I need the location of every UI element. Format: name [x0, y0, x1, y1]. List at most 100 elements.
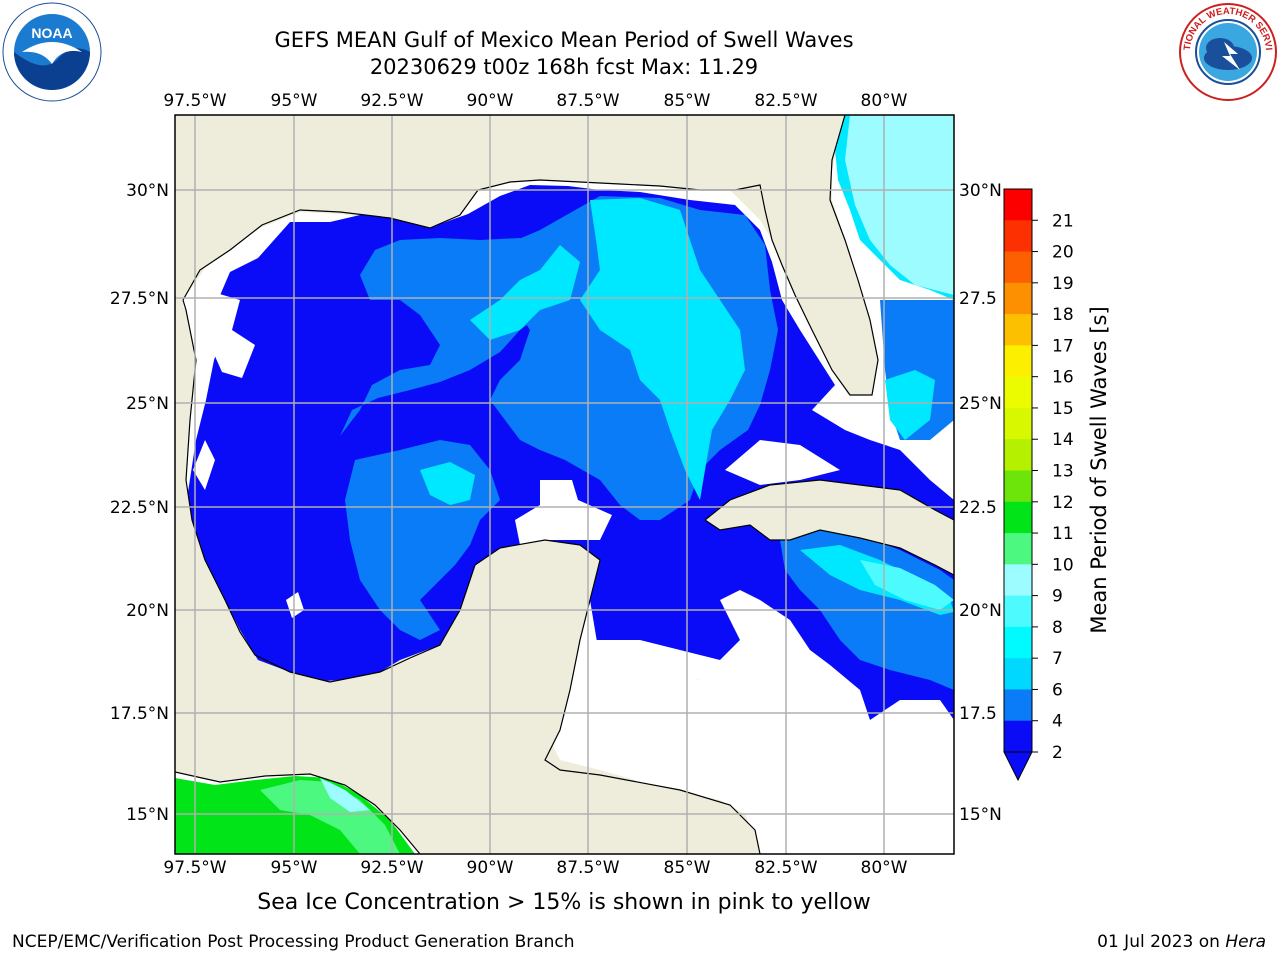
lon-label-top: 97.5°W — [163, 91, 226, 111]
footer-branch: NCEP/EMC/Verification Post Processing Pr… — [12, 932, 575, 952]
colorbar-swatch — [1004, 282, 1032, 315]
colorbar-swatch — [1004, 689, 1032, 722]
nws-logo: NATIONAL WEATHER SERVICE — [1178, 2, 1277, 101]
colorbar-tick-label: 18 — [1052, 305, 1074, 325]
lat-label-right: 22.5 — [959, 498, 997, 518]
colorbar-tick-label: 13 — [1052, 462, 1074, 482]
contour-6-7s-mid — [470, 245, 580, 340]
pacific-contour-8-9s — [320, 778, 370, 812]
colorbar-tick-label: 4 — [1052, 712, 1063, 732]
chart-subtitle: 20230629 t00z 168h fcst Max: 11.29 — [369, 55, 759, 79]
footer-date-text: 01 Jul 2023 on — [1097, 932, 1220, 952]
lat-label-left: 25°N — [126, 394, 169, 414]
sea-ice-note: Sea Ice Concentration > 15% is shown in … — [257, 890, 871, 915]
missing-patch-west — [206, 290, 255, 378]
caribbean-water — [640, 640, 954, 854]
contour-6-7s-south — [420, 462, 475, 505]
lat-label-right: 20°N — [959, 601, 1002, 621]
lat-label-right: 15°N — [959, 805, 1002, 825]
colorbar-swatch — [1004, 314, 1032, 346]
yucatan-peninsula — [175, 540, 760, 854]
colorbar: 2 4 6 7 8 9 10 11 12 13 14 15 16 17 18 19 20 21 — [1003, 188, 1074, 782]
noaa-logo-text: NOAA — [31, 25, 72, 41]
colorbar-tick-label: 15 — [1052, 399, 1074, 419]
colorbar-tick-label: 16 — [1052, 368, 1074, 388]
chart-title: GEFS MEAN Gulf of Mexico Mean Period of … — [274, 28, 854, 52]
lon-labels-top: 97.5°W 95°W 92.5°W 90°W 87.5°W 85°W 82.5°W 80°W — [163, 91, 907, 111]
lon-label-bottom: 85°W — [664, 858, 711, 878]
lon-label-bottom: 90°W — [467, 858, 514, 878]
colorbar-swatch — [1004, 501, 1032, 534]
contour-7-8s-atlantic — [845, 115, 954, 295]
colorbar-swatch — [1004, 251, 1032, 284]
colorbar-swatch — [1004, 626, 1032, 659]
lon-label-top: 82.5°W — [754, 91, 817, 111]
colorbar-tick-label: 14 — [1052, 430, 1074, 450]
colorbar-tick-label: 12 — [1052, 493, 1074, 513]
missing-patch-small — [286, 592, 304, 618]
colorbar-tick-label: 6 — [1052, 680, 1063, 700]
colorbar-swatch — [1004, 533, 1032, 565]
lon-label-bottom: 95°W — [271, 858, 318, 878]
lon-label-top: 90°W — [467, 91, 514, 111]
lat-label-right: 30°N — [959, 181, 1002, 201]
colorbar-tick-label: 9 — [1052, 587, 1063, 607]
lon-label-bottom: 87.5°W — [556, 858, 619, 878]
missing-patch-yucatan — [590, 640, 745, 700]
noaa-logo: NOAA — [2, 2, 102, 102]
pacific-contour-9-10s — [260, 780, 400, 854]
lat-label-left: 15°N — [126, 805, 169, 825]
colorbar-under-arrow — [1003, 751, 1033, 782]
colorbar-swatch — [1004, 189, 1032, 221]
colorbar-swatch — [1004, 407, 1032, 440]
colorbar-tick-label: 8 — [1052, 618, 1063, 638]
contour-6-7s-keys — [885, 370, 935, 440]
colorbar-label: Mean Period of Swell Waves [s] — [1087, 306, 1111, 633]
colorbar-swatch — [1004, 658, 1032, 690]
lat-label-right: 25°N — [959, 394, 1002, 414]
lon-label-top: 85°W — [664, 91, 711, 111]
colorbar-tick-label: 20 — [1052, 243, 1074, 263]
map-frame — [174, 114, 955, 855]
lat-label-right: 17.5 — [959, 704, 997, 724]
missing-patch-sw — [193, 440, 215, 490]
missing-patch-cuba-west — [725, 440, 840, 485]
lat-label-left: 30°N — [126, 181, 169, 201]
lat-labels-right: 30°N 27.5 25°N 22.5 20°N 17.5 15°N — [959, 181, 1002, 825]
colorbar-tick-label: 19 — [1052, 274, 1074, 294]
lat-label-left: 17.5°N — [110, 704, 169, 724]
colorbar-tick-label: 10 — [1052, 555, 1074, 575]
colorbar-swatch — [1004, 220, 1032, 253]
colorbar-tick-label: 7 — [1052, 649, 1063, 669]
colorbar-tick-label: 11 — [1052, 524, 1074, 544]
lon-label-top: 95°W — [271, 91, 318, 111]
lat-label-left: 27.5°N — [110, 289, 169, 309]
colorbar-tick-label: 21 — [1052, 211, 1074, 231]
lon-labels-bottom: 97.5°W 95°W 92.5°W 90°W 87.5°W 85°W 82.5°W 80°W — [163, 858, 907, 878]
footer-host: Hera — [1225, 932, 1266, 952]
florida — [760, 115, 878, 395]
lat-label-left: 20°N — [126, 601, 169, 621]
colorbar-swatch — [1004, 595, 1032, 628]
colorbar-swatch — [1004, 470, 1032, 503]
contour-6-7s — [580, 198, 745, 500]
lat-label-left: 22.5°N — [110, 498, 169, 518]
lat-labels-left: 30°N 27.5°N 25°N 22.5°N 20°N 17.5°N 15°N — [110, 181, 169, 825]
us-gulf-coast — [175, 115, 760, 300]
lon-label-bottom: 80°W — [861, 858, 908, 878]
lon-label-top: 80°W — [861, 91, 908, 111]
colorbar-swatch — [1004, 345, 1032, 378]
lon-label-top: 87.5°W — [556, 91, 619, 111]
lon-label-top: 92.5°W — [360, 91, 423, 111]
graticule — [175, 115, 954, 854]
colorbar-swatch — [1004, 439, 1032, 471]
colorbar-tick-label: 17 — [1052, 336, 1074, 356]
colorbar-swatch — [1004, 564, 1032, 597]
lon-label-bottom: 97.5°W — [163, 858, 226, 878]
lon-label-bottom: 92.5°W — [360, 858, 423, 878]
cuba — [705, 480, 954, 575]
lon-label-bottom: 82.5°W — [754, 858, 817, 878]
lat-label-right: 27.5 — [959, 289, 997, 309]
footer-date: 01 Jul 2023 on Hera — [1097, 932, 1266, 952]
